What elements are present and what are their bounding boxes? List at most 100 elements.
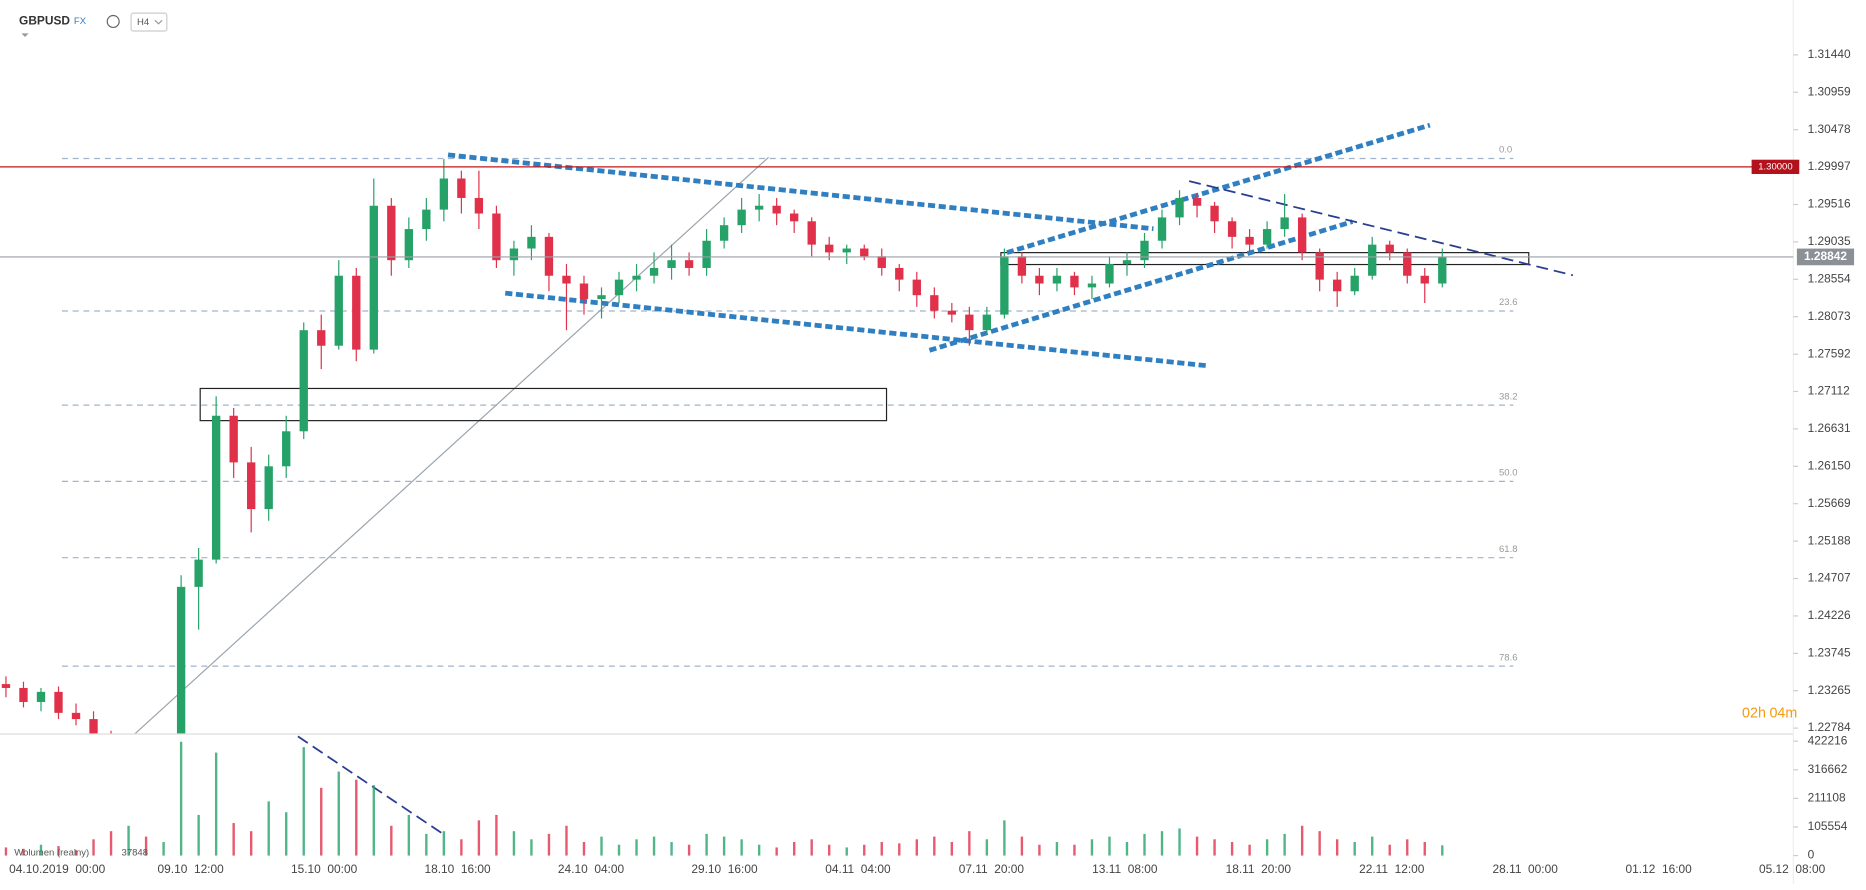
volume-bar [635, 839, 638, 856]
candle-body [632, 275, 641, 280]
volume-bar [1003, 820, 1006, 856]
volume-bar [39, 844, 43, 856]
candle-body [1105, 264, 1114, 284]
candle-body [667, 260, 676, 268]
volume-bar [722, 836, 726, 856]
info-icon[interactable] [106, 14, 120, 29]
level-label: 1.30000 [1758, 161, 1792, 172]
volume-bar [355, 779, 358, 856]
volume-bar [740, 839, 743, 856]
candle-body [1000, 256, 1009, 315]
last-price-tag [1796, 248, 1855, 266]
volume-bar [57, 846, 60, 856]
y-tick-label: 1.27112 [1808, 384, 1851, 398]
volume-bar [705, 833, 708, 856]
candle-body [1157, 217, 1167, 241]
y-tick-label: 1.29516 [1808, 197, 1851, 211]
candle-body [492, 213, 501, 261]
candle-body [1035, 275, 1044, 284]
volume-bar [390, 825, 393, 856]
y-tick-label: 1.28073 [1808, 309, 1851, 323]
volume-bar [617, 844, 621, 856]
y-tick-label: 1.26150 [1808, 458, 1851, 472]
y-tick-label: 1.24226 [1808, 608, 1851, 622]
candle-body [422, 209, 431, 230]
volume-bar [933, 836, 936, 856]
candle-body [1297, 217, 1307, 253]
volume-bar [372, 785, 375, 856]
candle-body [895, 267, 904, 280]
volume-bar [214, 752, 218, 856]
volume-bar [249, 831, 253, 856]
volume-bar [425, 833, 428, 856]
volume-bar [74, 850, 78, 856]
fib-label: 0.0 [1499, 145, 1512, 156]
trend-line [297, 735, 444, 835]
volume-bar [1213, 839, 1216, 856]
volume-bar [1143, 833, 1146, 856]
candle-body [527, 236, 536, 249]
candle-body [1262, 229, 1272, 245]
volume-bar [898, 843, 901, 856]
candle-body [71, 712, 81, 720]
volume-bar [582, 842, 586, 856]
volume-bar [1178, 828, 1181, 856]
y-tick-label: 1.30959 [1808, 84, 1851, 98]
volume-bar [1090, 839, 1094, 856]
x-tick-label: 13.11 08:00 [1092, 862, 1158, 876]
candles [1, 159, 1447, 774]
candle-body [1227, 221, 1237, 237]
volume-bar [792, 842, 796, 856]
volume-bar [652, 836, 656, 856]
volume-bar [1020, 836, 1024, 856]
volume-bar [600, 836, 603, 856]
y2-tick-label: 316662 [1808, 762, 1848, 776]
candle-body [54, 691, 63, 713]
candle-body [579, 283, 589, 300]
volume-bar [1388, 844, 1391, 856]
volume-bars [4, 741, 1444, 856]
x-tick-label: 04.10.2019 00:00 [9, 862, 105, 876]
volume-bar [1055, 842, 1059, 856]
volume-bar [1160, 831, 1164, 856]
candle-body [282, 431, 291, 467]
candle-body [614, 279, 624, 296]
volume-bar [320, 787, 323, 856]
x-tick-label: 05.12 08:00 [1759, 862, 1826, 876]
candle-body [89, 719, 98, 735]
drawings [134, 122, 1574, 835]
y2-tick-label: 105554 [1808, 819, 1848, 833]
y-tick-label: 1.28554 [1808, 271, 1851, 285]
volume-bar [1335, 839, 1339, 856]
volume-bar [1038, 844, 1041, 856]
volume-bar [1265, 839, 1269, 856]
candle-body [684, 260, 694, 268]
volume-bar [109, 831, 113, 856]
x-tick-label: 29.10 16:00 [691, 862, 758, 876]
volume-bar [845, 847, 848, 856]
volume-bar [950, 842, 954, 856]
candle-body [1420, 275, 1429, 284]
volume-bar [1230, 842, 1234, 856]
volume-bar [232, 823, 235, 856]
volume-bar [1406, 839, 1409, 856]
candle-body [1280, 217, 1289, 230]
candle-body [807, 221, 816, 245]
candle-body [369, 205, 378, 350]
candle-body [36, 691, 46, 702]
candle-body [107, 741, 115, 774]
y2-tick-label: 0 [1808, 848, 1815, 862]
candle-body [842, 248, 851, 253]
interval-select[interactable] [130, 12, 168, 32]
candle-body [702, 240, 711, 268]
candle-body [387, 205, 396, 261]
trend-line [134, 156, 769, 735]
candle-body [772, 205, 781, 214]
candle-body [1315, 252, 1324, 280]
candle-body [737, 209, 746, 226]
symbol: GBPUSD [19, 14, 70, 28]
dropdown-arrow [154, 19, 163, 25]
x-tick-label: 01.12 16:00 [1626, 862, 1693, 876]
candle-body [1385, 244, 1394, 253]
fib-label: 38.2 [1499, 391, 1518, 402]
